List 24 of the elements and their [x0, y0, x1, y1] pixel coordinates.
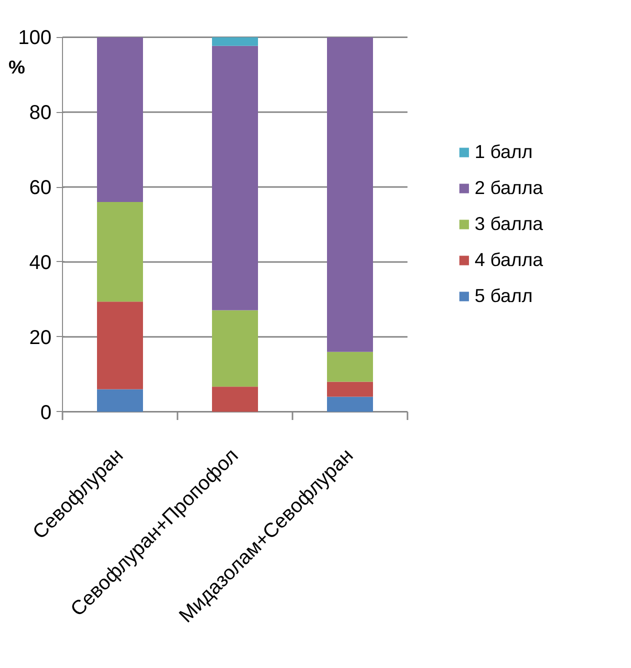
- bar: [327, 37, 373, 352]
- y-tick-label: 0: [40, 402, 52, 424]
- bar: [97, 302, 143, 390]
- y-tick-label: 60: [29, 177, 52, 200]
- bar: [327, 396, 373, 412]
- y-tick-label: 20: [29, 326, 52, 349]
- legend-label: 5 балл: [474, 285, 533, 307]
- y-tick-label: 80: [29, 102, 52, 124]
- legend-label: 2 балла: [474, 177, 543, 199]
- legend-label: 4 балла: [474, 249, 543, 271]
- bar: [97, 202, 143, 302]
- bar: [212, 37, 258, 46]
- legend-label: 1 балл: [474, 141, 533, 163]
- bar: [212, 310, 258, 387]
- y-tick-label: 40: [29, 252, 52, 274]
- bar: [212, 46, 258, 310]
- bar: [97, 37, 143, 202]
- bar: [327, 382, 373, 397]
- legend-label: 3 балла: [474, 213, 543, 235]
- bar: [212, 386, 258, 412]
- bar: [97, 389, 143, 412]
- bar: [327, 352, 373, 382]
- y-axis-title: %: [8, 56, 26, 78]
- y-tick-label: 100: [18, 27, 52, 50]
